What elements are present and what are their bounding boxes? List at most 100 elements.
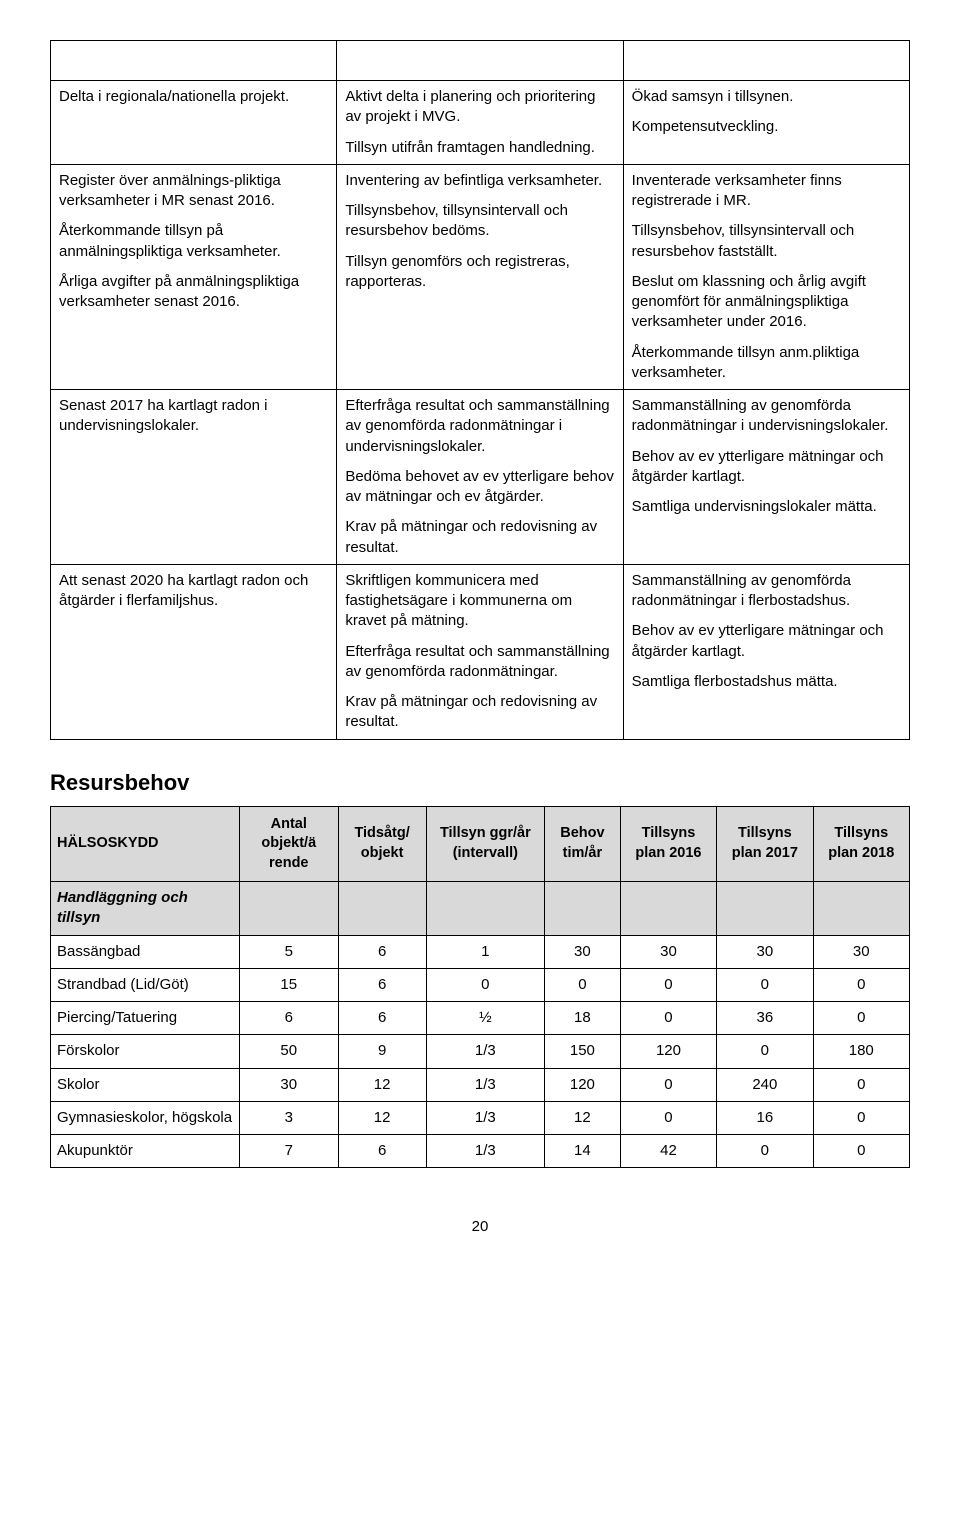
resurs-value-cell: 50 <box>239 1035 338 1068</box>
resurs-value-cell: 180 <box>813 1035 909 1068</box>
resurs-value-cell: 14 <box>545 1135 621 1168</box>
resurs-value-cell: 30 <box>545 935 621 968</box>
resursbehov-heading: Resursbehov <box>50 770 910 796</box>
table-row: Akupunktör761/3144200 <box>51 1135 910 1168</box>
resurs-table: HÄLSOSKYDDAntal objekt/ä rendeTidsåtg/ o… <box>50 806 910 1169</box>
table-row: Strandbad (Lid/Göt)15600000 <box>51 968 910 1001</box>
cell-paragraph: Tillsynsbehov, tillsynsintervall och res… <box>345 201 614 242</box>
cell-paragraph: Återkommande tillsyn anm.pliktiga verksa… <box>632 343 901 384</box>
cell-paragraph: Behov av ev ytterligare mätningar och åt… <box>632 447 901 488</box>
resurs-value-cell: 6 <box>338 1002 426 1035</box>
resurs-value-cell: 0 <box>620 1101 716 1134</box>
resurs-value-cell: 0 <box>717 1135 813 1168</box>
resurs-value-cell: 36 <box>717 1002 813 1035</box>
cell-paragraph: Efterfråga resultat och sammanställning … <box>345 396 614 457</box>
activities-table: Delta i regionala/nationella projekt.Akt… <box>50 40 910 740</box>
activities-cell: Sammanställning av genomförda radonmätni… <box>623 564 909 739</box>
resurs-header-cell: Tillsyns plan 2017 <box>717 806 813 882</box>
resurs-value-cell: 0 <box>813 968 909 1001</box>
resurs-value-cell: 1 <box>426 935 544 968</box>
cell-paragraph: Inventerade verksamheter finns registrer… <box>632 171 901 212</box>
cell-paragraph: Tillsyn utifrån framtagen handledning. <box>345 138 614 158</box>
resurs-row-label: Skolor <box>51 1068 240 1101</box>
activities-cell: Inventerade verksamheter finns registrer… <box>623 164 909 389</box>
resurs-value-cell: 0 <box>813 1002 909 1035</box>
activities-cell <box>337 41 623 81</box>
resurs-header-cell: Behov tim/år <box>545 806 621 882</box>
cell-paragraph: Senast 2017 ha kartlagt radon i undervis… <box>59 396 328 437</box>
resurs-value-cell: 0 <box>426 968 544 1001</box>
table-row: Förskolor5091/31501200180 <box>51 1035 910 1068</box>
resurs-value-cell: 16 <box>717 1101 813 1134</box>
cell-paragraph: Krav på mätningar och redovisning av res… <box>345 692 614 733</box>
resurs-value-cell: 12 <box>338 1068 426 1101</box>
page-number: 20 <box>50 1218 910 1235</box>
resurs-header-cell: Tillsyns plan 2018 <box>813 806 909 882</box>
resurs-subheader-empty <box>717 882 813 936</box>
cell-paragraph: Krav på mätningar och redovisning av res… <box>345 517 614 558</box>
resurs-value-cell: ½ <box>426 1002 544 1035</box>
activities-cell: Aktivt delta i planering och prioriterin… <box>337 81 623 165</box>
resurs-value-cell: 42 <box>620 1135 716 1168</box>
cell-paragraph: Skriftligen kommunicera med fastighetsäg… <box>345 571 614 632</box>
resurs-row-label: Akupunktör <box>51 1135 240 1168</box>
resurs-row-label: Strandbad (Lid/Göt) <box>51 968 240 1001</box>
resurs-value-cell: 0 <box>620 1002 716 1035</box>
resurs-header-main: HÄLSOSKYDD <box>51 806 240 882</box>
cell-paragraph: Kompetensutveckling. <box>632 117 901 137</box>
resurs-value-cell: 120 <box>545 1068 621 1101</box>
cell-paragraph: Årliga avgifter på anmälningspliktiga ve… <box>59 272 328 313</box>
resurs-value-cell: 0 <box>813 1068 909 1101</box>
resurs-value-cell: 0 <box>620 1068 716 1101</box>
activities-cell: Efterfråga resultat och sammanställning … <box>337 390 623 565</box>
resurs-header-cell: Tidsåtg/ objekt <box>338 806 426 882</box>
resurs-value-cell: 120 <box>620 1035 716 1068</box>
cell-paragraph: Samtliga flerbostadshus mätta. <box>632 672 901 692</box>
cell-paragraph: Beslut om klassning och årlig avgift gen… <box>632 272 901 333</box>
resurs-row-label: Gymnasieskolor, högskola <box>51 1101 240 1134</box>
resurs-subheader-empty <box>813 882 909 936</box>
activities-cell <box>623 41 909 81</box>
activities-cell: Att senast 2020 ha kartlagt radon och åt… <box>51 564 337 739</box>
resurs-subheader-empty <box>239 882 338 936</box>
cell-paragraph: Efterfråga resultat och sammanställning … <box>345 642 614 683</box>
activities-cell: Ökad samsyn i tillsynen. Kompetensutveckl… <box>623 81 909 165</box>
resurs-value-cell: 0 <box>813 1135 909 1168</box>
resurs-value-cell: 5 <box>239 935 338 968</box>
activities-cell: Inventering av befintliga verksamheter. T… <box>337 164 623 389</box>
table-row: Piercing/Tatuering66½180360 <box>51 1002 910 1035</box>
cell-paragraph: Inventering av befintliga verksamheter. <box>345 171 614 191</box>
resurs-value-cell: 30 <box>620 935 716 968</box>
resurs-value-cell: 0 <box>717 968 813 1001</box>
cell-paragraph: Samtliga undervisningslokaler mätta. <box>632 497 901 517</box>
resurs-subheader: Handläggning och tillsyn <box>51 882 240 936</box>
resurs-value-cell: 6 <box>338 935 426 968</box>
activities-cell: Sammanställning av genomförda radonmätni… <box>623 390 909 565</box>
activities-cell: Register över anmälnings-pliktiga verksa… <box>51 164 337 389</box>
resurs-header-cell: Tillsyn ggr/år (intervall) <box>426 806 544 882</box>
resurs-value-cell: 150 <box>545 1035 621 1068</box>
resurs-row-label: Piercing/Tatuering <box>51 1002 240 1035</box>
resurs-value-cell: 3 <box>239 1101 338 1134</box>
cell-paragraph: Aktivt delta i planering och prioriterin… <box>345 87 614 128</box>
resurs-value-cell: 7 <box>239 1135 338 1168</box>
activities-cell: Delta i regionala/nationella projekt. <box>51 81 337 165</box>
resurs-subheader-empty <box>338 882 426 936</box>
cell-paragraph: Register över anmälnings-pliktiga verksa… <box>59 171 328 212</box>
resurs-subheader-empty <box>545 882 621 936</box>
resurs-value-cell: 6 <box>239 1002 338 1035</box>
activities-cell: Skriftligen kommunicera med fastighetsäg… <box>337 564 623 739</box>
activities-cell: Senast 2017 ha kartlagt radon i undervis… <box>51 390 337 565</box>
table-row: Skolor30121/312002400 <box>51 1068 910 1101</box>
cell-paragraph: Bedöma behovet av ev ytterligare behov a… <box>345 467 614 508</box>
cell-paragraph: Ökad samsyn i tillsynen. <box>632 87 901 107</box>
cell-paragraph: Återkommande tillsyn på anmälningsplikti… <box>59 221 328 262</box>
resurs-value-cell: 18 <box>545 1002 621 1035</box>
resurs-value-cell: 240 <box>717 1068 813 1101</box>
resurs-value-cell: 0 <box>545 968 621 1001</box>
cell-paragraph: Sammanställning av genomförda radonmätni… <box>632 396 901 437</box>
resurs-value-cell: 1/3 <box>426 1068 544 1101</box>
cell-paragraph: Sammanställning av genomförda radonmätni… <box>632 571 901 612</box>
resurs-subheader-empty <box>426 882 544 936</box>
resurs-value-cell: 12 <box>338 1101 426 1134</box>
